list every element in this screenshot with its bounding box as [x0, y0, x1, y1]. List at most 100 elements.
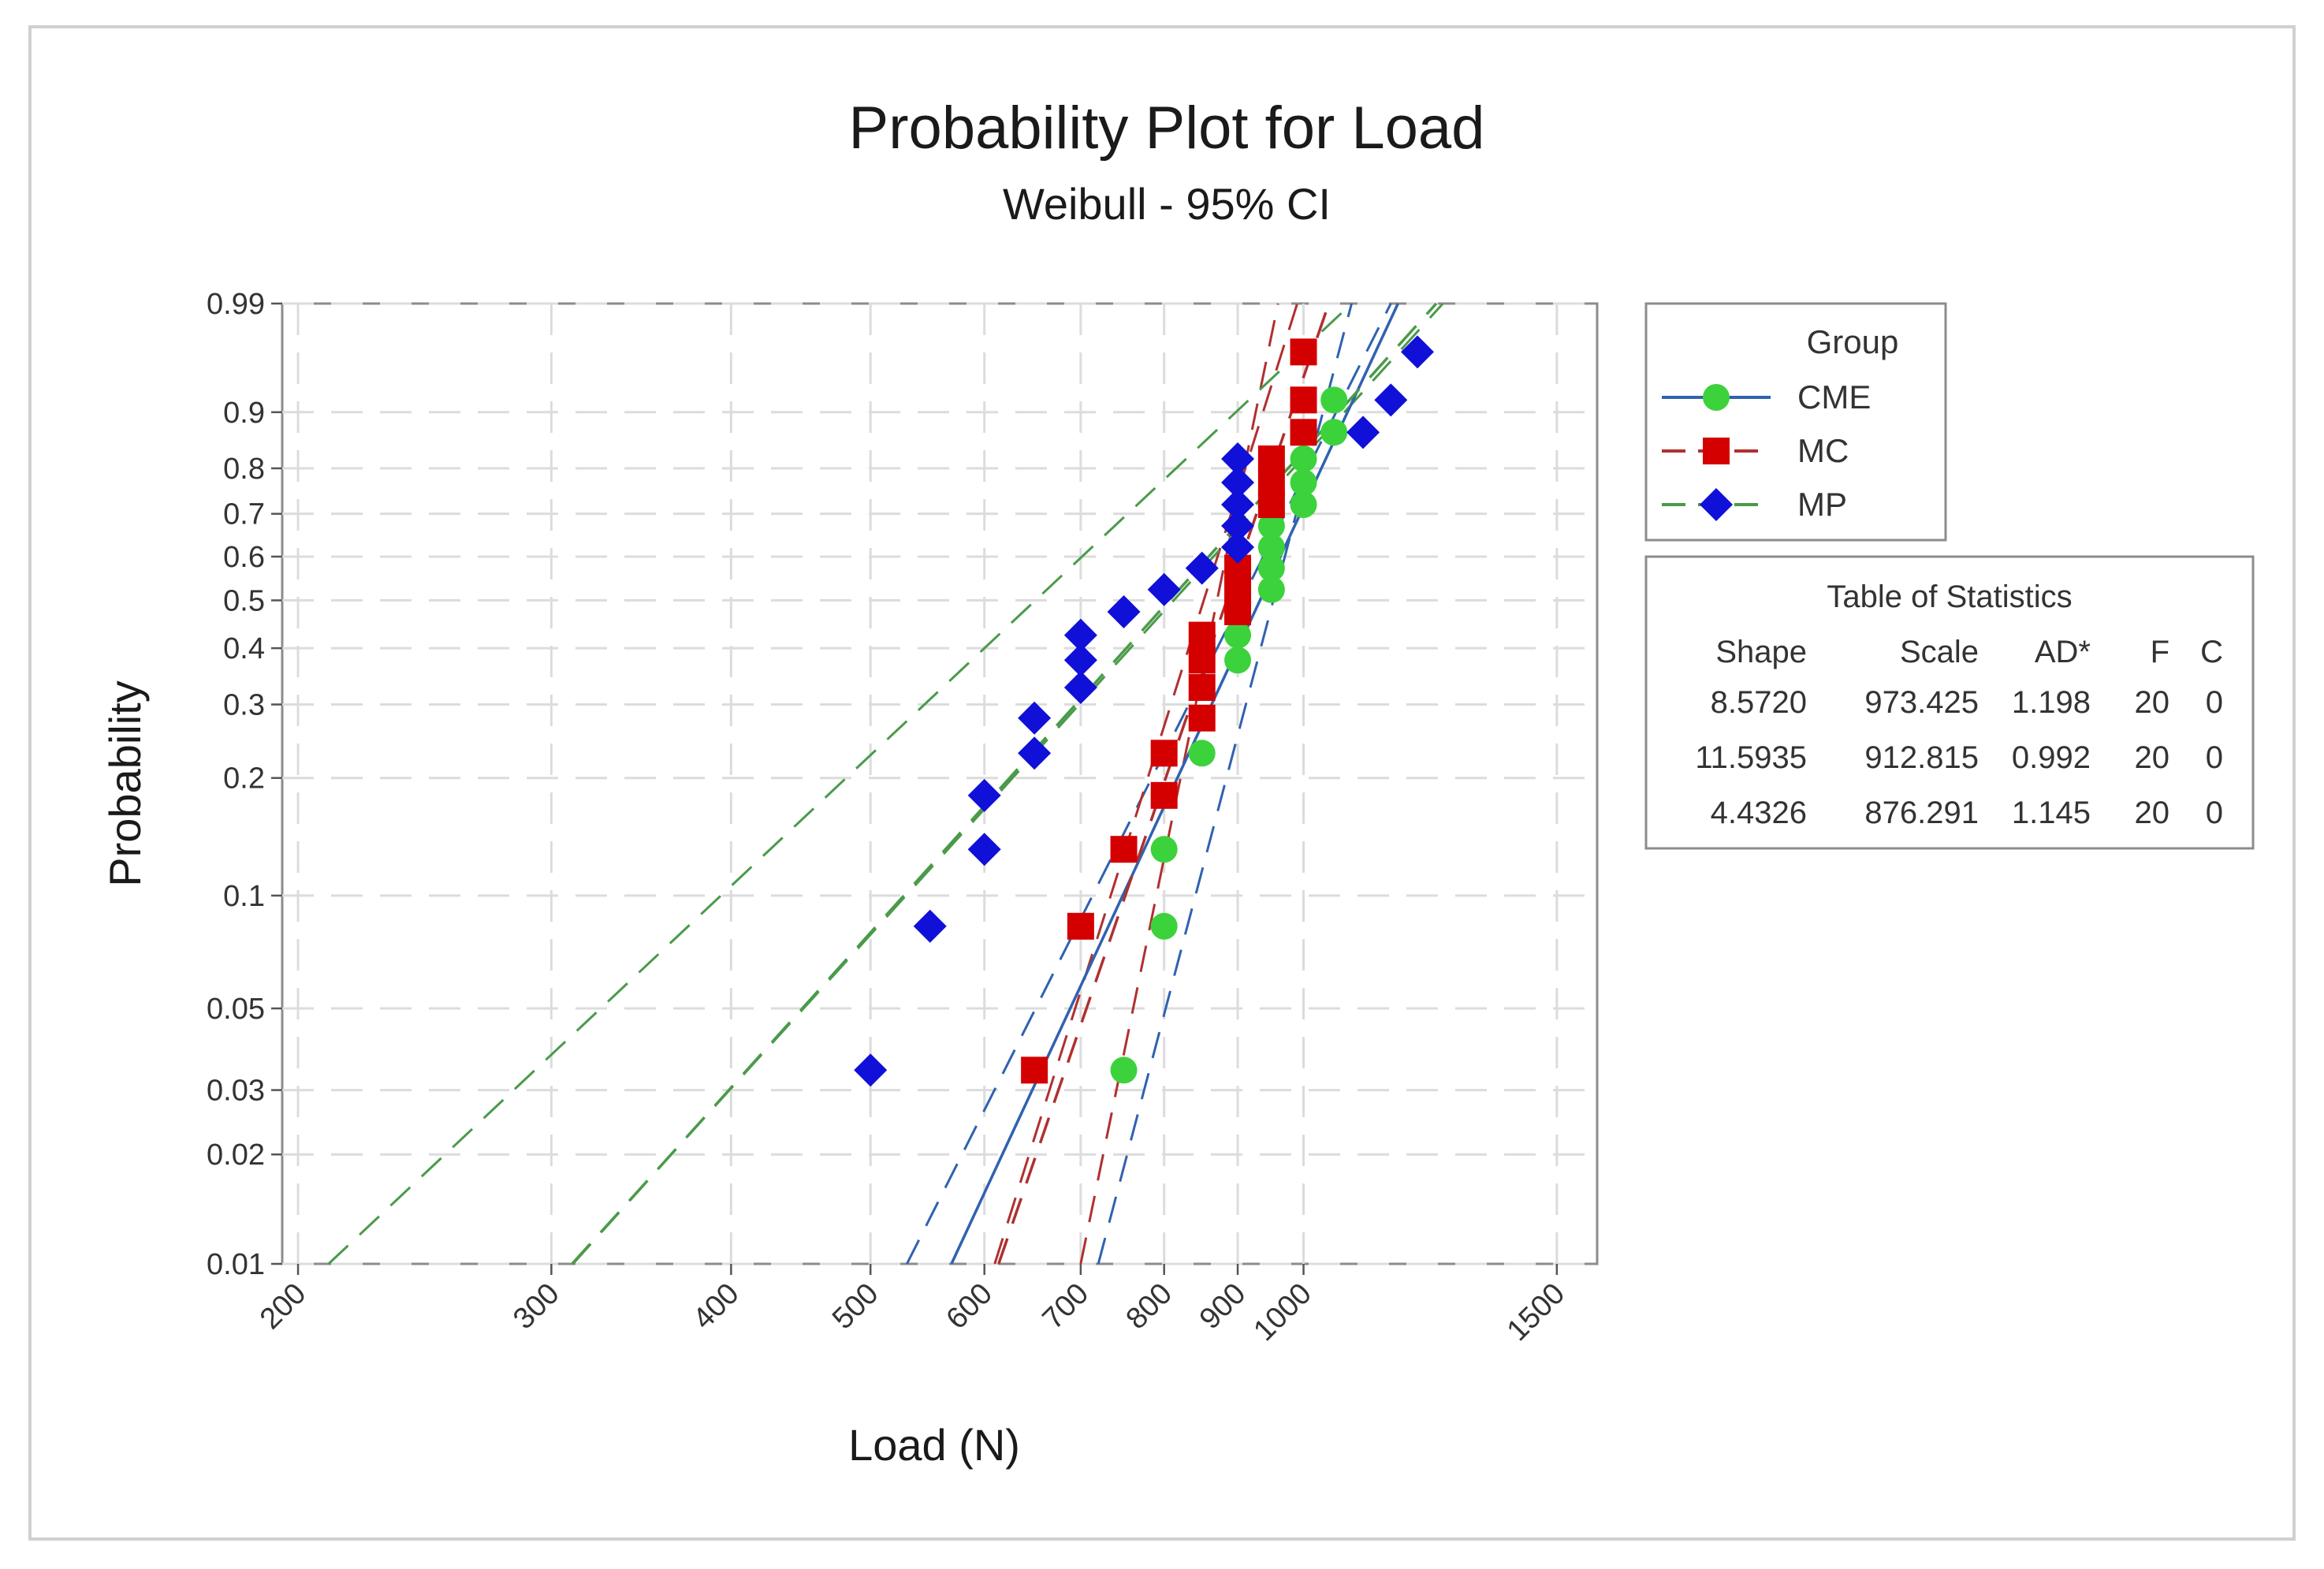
y-tick-label: 0.2 — [223, 762, 265, 796]
statistics-table-title: Table of Statistics — [1827, 580, 2072, 614]
data-point-mp — [854, 1053, 888, 1087]
y-axis-ticks: 0.01 0.02 0.03 0.05 0.1 0.2 0.3 0.4 0.5 0.6 0.7 0.8… — [207, 288, 282, 1281]
stats-cell: 20 — [2135, 740, 2170, 775]
stats-cell: 876.291 — [1864, 796, 1979, 830]
data-point-cme — [1320, 419, 1348, 446]
stats-cell: 1.198 — [2012, 685, 2091, 720]
data-point-cme — [1224, 647, 1252, 674]
data-point-mp — [1185, 551, 1219, 585]
stats-header-cell: AD* — [2035, 635, 2091, 669]
y-tick-label: 0.01 — [207, 1248, 265, 1281]
y-tick-label: 0.99 — [207, 288, 265, 321]
statistics-table-box — [1644, 555, 2255, 850]
stats-header-cell: Shape — [1715, 635, 1807, 669]
data-point-mc — [1290, 419, 1317, 446]
data-point-mp — [967, 833, 1001, 866]
data-point-cme — [1257, 512, 1285, 539]
data-point-mc — [1188, 621, 1216, 649]
statistics-table: Table of Statistics Shape Scale AD* F C 8.572… — [1644, 555, 2255, 850]
data-point-mp — [1107, 594, 1141, 628]
data-point-mc — [1067, 912, 1094, 940]
stats-cell: 973.425 — [1864, 685, 1979, 720]
data-points — [854, 335, 1435, 1087]
y-tick-label: 0.6 — [223, 541, 265, 574]
data-point-mp — [1063, 643, 1097, 677]
legend-marker-mc — [1703, 438, 1730, 464]
stats-header-cell: C — [2200, 635, 2223, 669]
x-axis-label: Load (N) — [848, 1420, 1020, 1470]
data-point-cme — [1150, 912, 1178, 940]
y-tick-label: 0.03 — [207, 1075, 265, 1108]
y-tick-label: 0.05 — [207, 993, 265, 1026]
ci-line-mp — [327, 302, 1353, 1265]
data-point-mc — [1188, 673, 1216, 701]
data-point-mp — [967, 778, 1001, 812]
stats-header-cell: F — [2151, 635, 2169, 669]
stats-cell: 0 — [2206, 685, 2223, 720]
grid-lines — [282, 302, 1597, 1265]
stats-cell: 20 — [2135, 685, 2170, 720]
stats-cell: 8.5720 — [1711, 685, 1807, 720]
data-point-mp — [913, 909, 947, 943]
data-point-mp — [1221, 442, 1255, 476]
data-point-cme — [1290, 469, 1317, 497]
stats-cell: 0 — [2206, 740, 2223, 775]
stats-cell: 0.992 — [2012, 740, 2091, 775]
y-tick-label: 0.8 — [223, 453, 265, 486]
data-point-cme — [1257, 534, 1285, 561]
data-point-mc — [1110, 836, 1138, 863]
y-tick-label: 0.9 — [223, 397, 265, 430]
stats-cell: 912.815 — [1864, 740, 1979, 775]
data-point-mp — [1063, 670, 1097, 704]
stats-cell: 4.4326 — [1711, 796, 1807, 830]
data-point-cme — [1290, 445, 1317, 473]
data-point-cme — [1257, 576, 1285, 603]
y-axis-label: Probability — [100, 680, 150, 886]
stats-cell: 1.145 — [2012, 796, 2091, 830]
legend-marker-mp — [1700, 488, 1733, 521]
data-point-mc — [1188, 647, 1216, 674]
data-point-mp — [1147, 572, 1181, 606]
data-point-cme — [1257, 554, 1285, 582]
data-point-cme — [1110, 1057, 1138, 1084]
y-tick-label: 0.3 — [223, 689, 265, 722]
data-point-mp — [1221, 466, 1255, 500]
data-point-mc — [1257, 445, 1285, 473]
stats-header-cell: Scale — [1900, 635, 1979, 669]
data-point-mp — [1063, 618, 1097, 652]
legend-marker-cme — [1703, 384, 1730, 411]
data-point-mc — [1290, 386, 1317, 414]
legend-label-cme: CME — [1797, 378, 1871, 416]
data-point-cme — [1150, 836, 1178, 863]
data-point-mp — [1346, 416, 1380, 449]
data-point-mc — [1290, 338, 1317, 366]
y-tick-label: 0.1 — [223, 880, 265, 913]
data-point-mc — [1150, 781, 1178, 809]
data-point-mc — [1188, 704, 1216, 732]
data-point-mp — [1221, 509, 1255, 542]
stats-cell: 20 — [2135, 796, 2170, 830]
chart-subtitle: Weibull - 95% CI — [1003, 179, 1331, 229]
stats-cell: 0 — [2206, 796, 2223, 830]
legend: Group CME MC MP — [1644, 302, 1947, 542]
data-point-mp — [1221, 531, 1255, 565]
chart-title: Probability Plot for Load — [849, 95, 1485, 162]
legend-label-mc: MC — [1797, 432, 1849, 469]
data-point-mp — [1018, 701, 1052, 735]
data-point-mp — [1401, 335, 1435, 369]
legend-label-mp: MP — [1797, 486, 1847, 523]
data-point-cme — [1320, 386, 1348, 414]
data-point-mc — [1021, 1057, 1048, 1084]
legend-box — [1644, 302, 1947, 542]
y-tick-label: 0.5 — [223, 584, 265, 617]
plot-area — [281, 302, 1599, 1265]
data-point-cme — [1188, 740, 1216, 767]
data-point-mp — [1018, 736, 1052, 770]
data-point-mc — [1257, 469, 1285, 497]
data-point-mp — [1374, 383, 1408, 417]
data-point-cme — [1224, 621, 1252, 649]
stats-cell: 11.5935 — [1695, 740, 1807, 775]
data-point-mp — [1221, 488, 1255, 522]
y-tick-label: 0.02 — [207, 1139, 265, 1172]
y-tick-label: 0.4 — [223, 632, 265, 665]
